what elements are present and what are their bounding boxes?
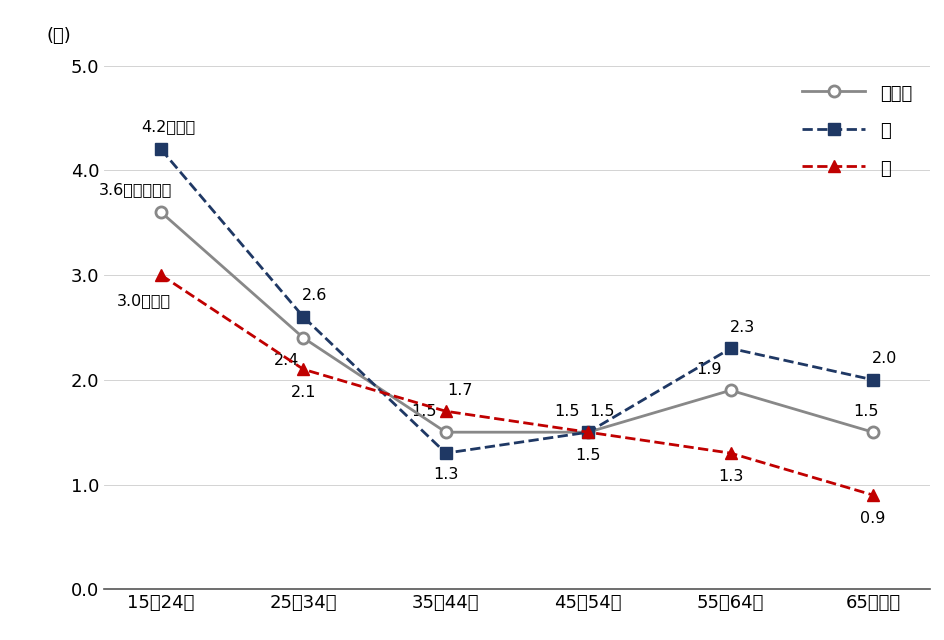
Text: 4.2（男）: 4.2（男）	[141, 119, 195, 134]
Text: 3.0（女）: 3.0（女）	[117, 292, 171, 308]
Text: 3.6（男女計）: 3.6（男女計）	[98, 182, 172, 196]
Text: 2.6: 2.6	[302, 289, 328, 303]
Legend: 男女計, 男, 女: 男女計, 男, 女	[792, 74, 920, 187]
女	[582, 428, 593, 436]
女	[297, 365, 309, 373]
Line: 男女計: 男女計	[156, 207, 878, 438]
Line: 男: 男	[156, 144, 878, 459]
Line: 女: 女	[155, 269, 878, 501]
Text: 1.5: 1.5	[852, 404, 878, 419]
男	[297, 313, 309, 321]
Text: 1.5: 1.5	[575, 448, 600, 463]
男女計	[867, 428, 878, 436]
Text: 2.4: 2.4	[274, 353, 298, 369]
男女計	[440, 428, 451, 436]
Text: 2.1: 2.1	[291, 385, 316, 400]
女	[724, 449, 735, 457]
Text: 1.5: 1.5	[412, 404, 437, 419]
男女計	[724, 387, 735, 394]
Text: 1.5: 1.5	[553, 404, 579, 419]
女	[867, 492, 878, 499]
男女計	[582, 428, 593, 436]
Text: 0.9: 0.9	[859, 511, 885, 525]
女	[155, 271, 166, 279]
Text: 1.9: 1.9	[696, 362, 721, 377]
男女計	[297, 334, 309, 342]
Text: 1.7: 1.7	[447, 383, 472, 398]
男	[582, 428, 593, 436]
Text: 1.5: 1.5	[589, 404, 615, 419]
男	[155, 145, 166, 153]
Text: 2.3: 2.3	[729, 320, 754, 335]
男	[724, 344, 735, 352]
Text: 1.3: 1.3	[717, 468, 743, 484]
男女計	[155, 209, 166, 216]
男	[440, 449, 451, 457]
Text: 1.3: 1.3	[432, 467, 458, 481]
Text: 2.0: 2.0	[870, 351, 896, 366]
Text: (％): (％)	[46, 26, 71, 45]
男	[867, 376, 878, 383]
女	[440, 408, 451, 415]
